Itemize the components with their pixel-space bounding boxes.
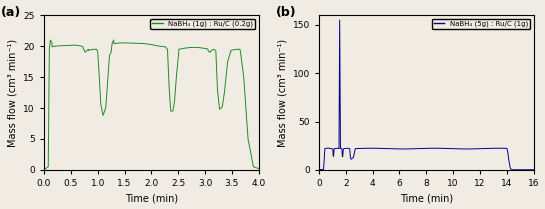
X-axis label: Time (min): Time (min) bbox=[399, 194, 453, 203]
Legend: NaBH₄ (1g) : Ru/C (0.2g): NaBH₄ (1g) : Ru/C (0.2g) bbox=[150, 19, 255, 29]
Y-axis label: Mass flow (cm³ min⁻¹): Mass flow (cm³ min⁻¹) bbox=[277, 38, 287, 147]
Text: (a): (a) bbox=[1, 6, 21, 19]
Legend: NaBH₄ (5g) : Ru/C (1g): NaBH₄ (5g) : Ru/C (1g) bbox=[432, 19, 530, 29]
Text: (b): (b) bbox=[276, 6, 296, 19]
Y-axis label: Mass flow (cm³ min⁻¹): Mass flow (cm³ min⁻¹) bbox=[8, 38, 18, 147]
X-axis label: Time (min): Time (min) bbox=[125, 194, 178, 203]
